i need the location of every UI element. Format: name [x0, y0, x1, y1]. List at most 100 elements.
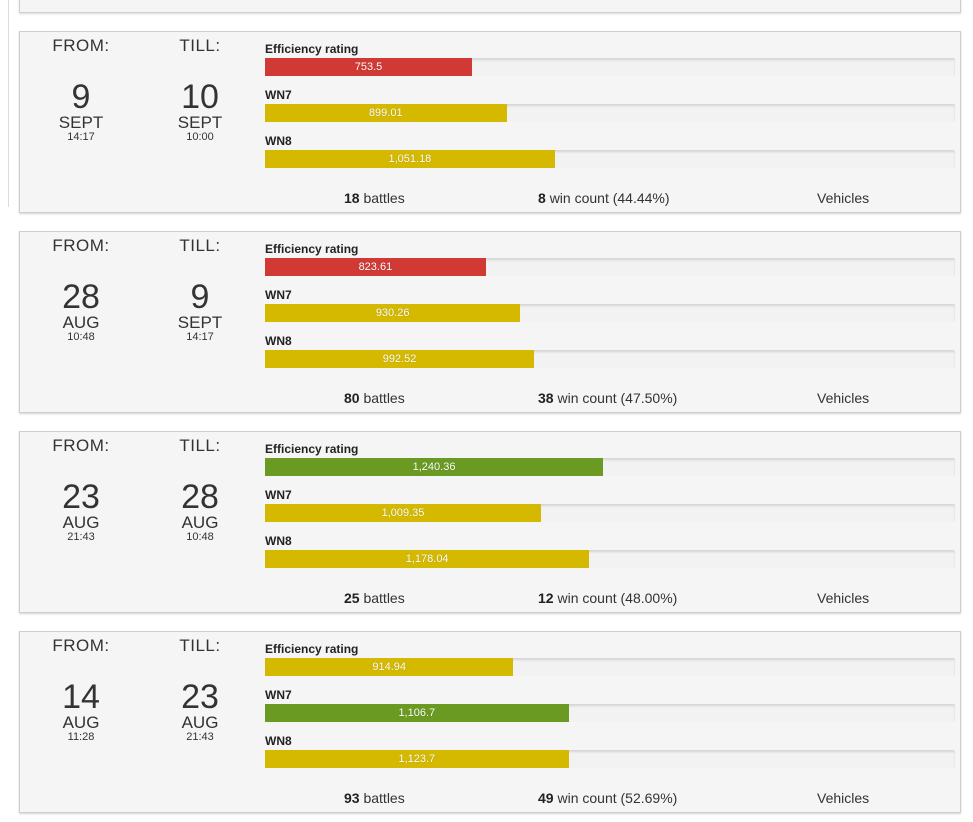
efficiency-label: Efficiency rating	[265, 442, 359, 456]
from-date: FROM: 9 SEPT 14:17	[41, 36, 121, 143]
battles-number: 25	[344, 590, 360, 606]
till-day: 23	[181, 678, 219, 716]
wn8-label: WN8	[265, 534, 292, 548]
battles-label: battles	[363, 390, 405, 406]
wins-number: 38	[538, 390, 554, 406]
wn8-fill: 992.52	[265, 350, 535, 368]
wn7-label: WN7	[265, 488, 292, 502]
session-card: FROM: 14 AUG 11:28 TILL: 23 AUG 21:43 Ef…	[19, 631, 961, 813]
win-count: 8 win count (44.44%)	[538, 190, 670, 206]
from-time: 14:17	[67, 131, 95, 143]
session-card: FROM: 9 SEPT 14:17 TILL: 10 SEPT 10:00 E…	[19, 31, 961, 213]
till-date: TILL: 28 AUG 10:48	[160, 436, 240, 543]
win-count: 12 win count (48.00%)	[538, 590, 677, 606]
wn7-fill: 930.26	[265, 304, 521, 322]
win-percent: (47.50%)	[620, 390, 678, 406]
wn7-bar: 1,106.7	[265, 704, 955, 722]
from-month: AUG	[62, 713, 100, 732]
till-month: SEPT	[177, 113, 223, 132]
battles-count: 25 battles	[344, 590, 405, 606]
till-date: TILL: 9 SEPT 14:17	[160, 236, 240, 343]
battles-count: 80 battles	[344, 390, 405, 406]
from-label: FROM:	[52, 636, 110, 655]
battles-number: 93	[344, 790, 360, 806]
from-date: FROM: 28 AUG 10:48	[41, 236, 121, 343]
till-time: 21:43	[186, 731, 214, 743]
from-month: AUG	[62, 313, 100, 332]
win-count-label: win count	[549, 190, 609, 206]
win-percent: (52.69%)	[620, 790, 678, 806]
wn8-bar: 1,123.7	[265, 750, 955, 768]
wn8-label: WN8	[265, 734, 292, 748]
battles-label: battles	[363, 190, 405, 206]
till-time: 14:17	[186, 331, 214, 343]
battles-count: 93 battles	[344, 790, 405, 806]
battles-label: battles	[363, 590, 405, 606]
wn8-label: WN8	[265, 334, 292, 348]
till-date: TILL: 23 AUG 21:43	[160, 636, 240, 743]
wn7-fill: 1,106.7	[265, 704, 569, 722]
till-month: AUG	[181, 713, 219, 732]
efficiency-fill: 823.61	[265, 258, 486, 276]
win-percent: (48.00%)	[620, 590, 678, 606]
efficiency-label: Efficiency rating	[265, 242, 359, 256]
efficiency-fill: 914.94	[265, 658, 514, 676]
battles-label: battles	[363, 790, 405, 806]
till-label: TILL:	[179, 236, 221, 255]
from-time: 11:28	[67, 731, 95, 743]
wn8-fill: 1,051.18	[265, 150, 555, 168]
from-label: FROM:	[52, 236, 110, 255]
vehicles-link[interactable]: Vehicles	[817, 390, 870, 406]
from-month: SEPT	[58, 113, 104, 132]
from-date: FROM: 14 AUG 11:28	[41, 636, 121, 743]
from-day: 23	[62, 478, 100, 516]
from-day: 14	[62, 678, 100, 716]
session-card: FROM: 28 AUG 10:48 TILL: 9 SEPT 14:17 Ef…	[19, 231, 961, 413]
till-label: TILL:	[179, 636, 221, 655]
wins-number: 8	[538, 190, 546, 206]
efficiency-label: Efficiency rating	[265, 42, 359, 56]
wn7-bar: 899.01	[265, 104, 955, 122]
previous-card-edge	[19, 0, 961, 13]
efficiency-label: Efficiency rating	[265, 642, 359, 656]
win-count-label: win count	[557, 390, 617, 406]
vehicles-link[interactable]: Vehicles	[817, 190, 870, 206]
wn8-bar: 1,178.04	[265, 550, 955, 568]
till-label: TILL:	[179, 36, 221, 55]
from-label: FROM:	[52, 436, 110, 455]
from-month: AUG	[62, 513, 100, 532]
till-month: AUG	[181, 513, 219, 532]
efficiency-bar: 914.94	[265, 658, 955, 676]
till-time: 10:00	[186, 131, 214, 143]
from-day: 28	[62, 278, 100, 316]
till-label: TILL:	[179, 436, 221, 455]
win-percent: (44.44%)	[612, 190, 670, 206]
from-time: 21:43	[67, 531, 95, 543]
efficiency-bar: 823.61	[265, 258, 955, 276]
wn8-fill: 1,123.7	[265, 750, 569, 768]
efficiency-bar: 753.5	[265, 58, 955, 76]
till-month: SEPT	[177, 313, 223, 332]
wn8-fill: 1,178.04	[265, 550, 590, 568]
vehicles-link[interactable]: Vehicles	[817, 790, 870, 806]
wn7-label: WN7	[265, 288, 292, 302]
till-day: 9	[190, 278, 210, 316]
wn7-label: WN7	[265, 88, 292, 102]
wins-number: 49	[538, 790, 554, 806]
wn7-fill: 899.01	[265, 104, 507, 122]
efficiency-bar: 1,240.36	[265, 458, 955, 476]
wn8-bar: 1,051.18	[265, 150, 955, 168]
vehicles-link[interactable]: Vehicles	[817, 590, 870, 606]
win-count: 49 win count (52.69%)	[538, 790, 677, 806]
battles-number: 80	[344, 390, 360, 406]
till-time: 10:48	[186, 531, 214, 543]
win-count: 38 win count (47.50%)	[538, 390, 677, 406]
battles-number: 18	[344, 190, 360, 206]
wn7-label: WN7	[265, 688, 292, 702]
wn7-bar: 930.26	[265, 304, 955, 322]
wn7-fill: 1,009.35	[265, 504, 541, 522]
from-label: FROM:	[52, 36, 110, 55]
win-count-label: win count	[557, 790, 617, 806]
till-day: 10	[181, 78, 219, 116]
till-date: TILL: 10 SEPT 10:00	[160, 36, 240, 143]
